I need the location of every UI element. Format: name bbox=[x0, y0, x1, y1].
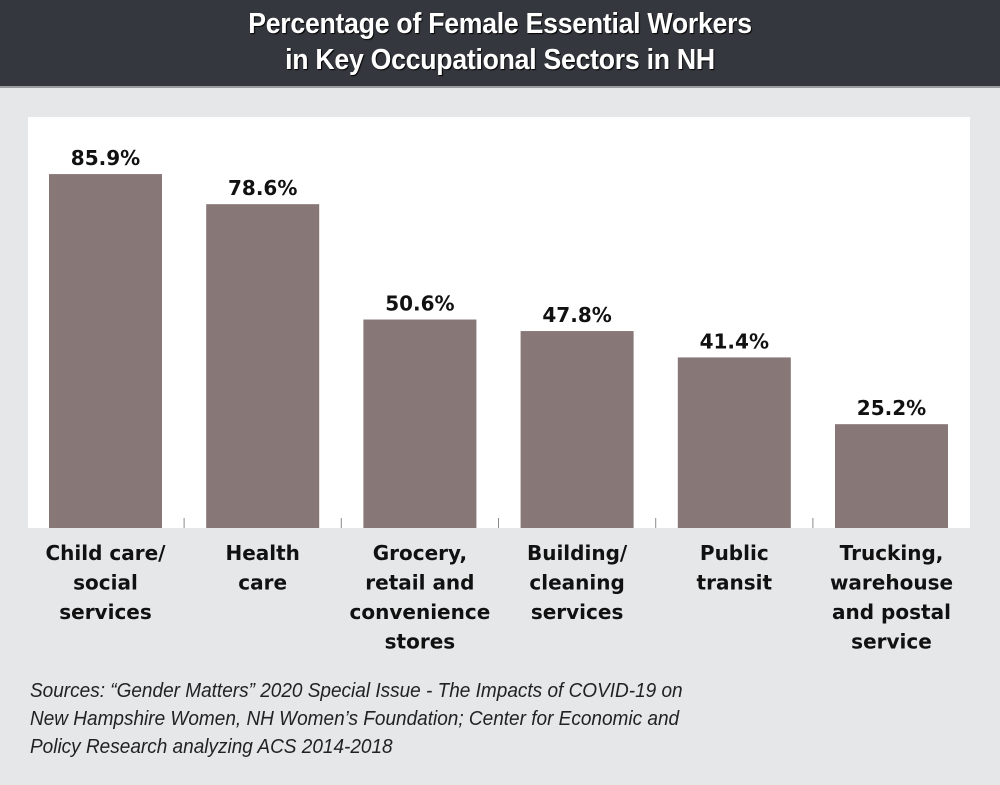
category-label-line: retail and bbox=[365, 571, 474, 595]
bar-3 bbox=[363, 319, 477, 528]
category-label-line: transit bbox=[697, 571, 773, 595]
category-label-line: care bbox=[238, 571, 287, 595]
chart-title-line-1: Percentage of Female Essential Workers bbox=[248, 8, 752, 40]
category-label-line: Public bbox=[700, 541, 769, 565]
bars-group bbox=[49, 174, 948, 529]
category-label-line: Child care/ bbox=[46, 541, 167, 565]
bar-2 bbox=[206, 204, 320, 528]
title-banner: Percentage of Female Essential Workers i… bbox=[0, 0, 1000, 88]
category-label-1: Child care/social services bbox=[46, 541, 167, 624]
data-label-5: 41.4% bbox=[700, 329, 769, 353]
data-label-1: 85.9% bbox=[71, 146, 140, 170]
category-label-line: Trucking, bbox=[840, 541, 944, 565]
data-label-4: 47.8% bbox=[542, 303, 611, 327]
data-label-6: 25.2% bbox=[857, 396, 926, 420]
category-label-3: Grocery, retail and convenience stores bbox=[350, 541, 491, 654]
category-label-line: warehouse bbox=[830, 571, 953, 595]
category-label-line: convenience bbox=[350, 600, 491, 624]
category-label-line: stores bbox=[385, 630, 456, 654]
category-label-5: Public transit bbox=[697, 541, 773, 595]
chart-title-line-2: in Key Occupational Sectors in NH bbox=[285, 44, 715, 76]
data-labels-group: 85.9% 78.6% 50.6% 47.8% 41.4% 25.2% bbox=[71, 146, 926, 420]
category-label-line: social bbox=[73, 571, 138, 595]
category-label-4: Building/cleaning services bbox=[527, 541, 628, 624]
data-label-2: 78.6% bbox=[228, 176, 297, 200]
category-label-line: Health bbox=[225, 541, 299, 565]
plot-area bbox=[28, 117, 970, 528]
bar-6 bbox=[835, 424, 948, 528]
source-line-3: Policy Research analyzing ACS 2014-2018 bbox=[30, 736, 393, 758]
category-label-line: services bbox=[531, 600, 624, 624]
bar-4 bbox=[520, 331, 634, 528]
bar-chart: 85.9% 78.6% 50.6% 47.8% 41.4% 25.2% Child car… bbox=[28, 117, 970, 654]
bar-5 bbox=[677, 357, 791, 528]
chart-title: Percentage of Female Essential Workers i… bbox=[40, 6, 960, 78]
category-label-2: Health care bbox=[225, 541, 299, 595]
source-note: Sources: “Gender Matters” 2020 Special I… bbox=[30, 677, 885, 761]
category-label-line: and postal bbox=[832, 600, 951, 624]
category-labels-group: Child care/social services Health care Groce… bbox=[46, 541, 954, 654]
data-label-3: 50.6% bbox=[385, 292, 454, 316]
category-label-line: cleaning bbox=[529, 571, 624, 595]
source-line-2: New Hampshire Women, NH Women’s Foundati… bbox=[30, 708, 680, 730]
source-line-1: Sources: “Gender Matters” 2020 Special I… bbox=[30, 680, 683, 702]
category-label-line: Grocery, bbox=[373, 541, 467, 565]
x-axis-ticks bbox=[183, 518, 814, 528]
bar-1 bbox=[49, 174, 162, 529]
category-label-line: Building/ bbox=[527, 541, 628, 565]
category-label-line: services bbox=[59, 600, 152, 624]
category-label-6: Trucking, warehouse and postal service bbox=[830, 541, 953, 654]
category-label-line: service bbox=[851, 630, 932, 654]
